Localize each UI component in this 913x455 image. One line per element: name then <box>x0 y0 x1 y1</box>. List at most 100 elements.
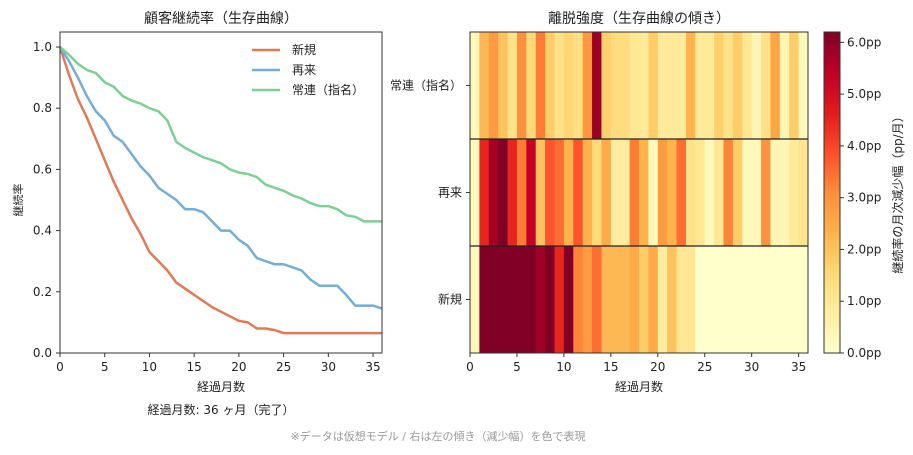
heatmap-cell <box>516 139 527 246</box>
heatmap-cell <box>789 139 800 246</box>
heatmap-cell <box>554 246 565 353</box>
left-x-ticks: 0 5 10 15 20 25 30 35 <box>56 353 381 374</box>
heatmap-cell <box>667 139 677 246</box>
heatmap-cell <box>779 246 790 353</box>
heatmap-cell <box>582 32 593 139</box>
heatmap-cell <box>704 139 715 246</box>
heatmap-cell <box>610 32 621 139</box>
heatmap-cell <box>798 32 809 139</box>
series-line-1 <box>58 46 383 310</box>
heatmap-cell <box>723 32 734 139</box>
left-x-label: 経過月数 <box>197 379 245 394</box>
heatmap-cell <box>714 139 724 246</box>
heatmap-cell <box>592 32 602 139</box>
legend-label: 新規 <box>292 42 316 57</box>
heatmap-cell <box>685 246 696 353</box>
heatmap-cell <box>648 246 659 353</box>
x-tick-label: 10 <box>142 360 157 374</box>
heatmap-cell <box>657 32 668 139</box>
x-tick-label: 0 <box>466 360 474 374</box>
heatmap-cell <box>601 32 612 139</box>
heatmap-cell <box>470 139 480 246</box>
heatmap-cell <box>732 139 743 246</box>
heatmap-cell <box>470 246 480 353</box>
heatmap-cell <box>545 139 555 246</box>
heatmap-cell <box>526 139 537 246</box>
left-axes-frame <box>59 31 383 354</box>
heatmap-cell <box>479 246 490 353</box>
heatmap-cell <box>770 139 781 246</box>
heatmap-cell <box>629 139 640 246</box>
heatmap-cell <box>507 246 518 353</box>
colorbar-tick-label: 6.0pp <box>847 35 881 49</box>
colorbar-tick-label: 1.0pp <box>847 294 881 308</box>
heatmap-cell <box>732 32 743 139</box>
x-tick-label: 5 <box>513 360 521 374</box>
heatmap-cell <box>723 246 734 353</box>
heatmap-cell <box>714 246 724 353</box>
heatmap-cell <box>601 139 612 246</box>
heatmap-cell <box>742 246 753 353</box>
row-label: 再来 <box>438 186 462 200</box>
right-x-label: 経過月数 <box>615 379 663 394</box>
x-tick-label: 25 <box>276 360 291 374</box>
heatmap-cell <box>516 246 527 353</box>
heatmap-cell <box>620 139 631 246</box>
heatmap-cell <box>629 32 640 139</box>
heatmap-cell <box>573 32 584 139</box>
heatmap-cell <box>554 32 565 139</box>
heatmap-cell <box>770 32 781 139</box>
colorbar-tick-label: 2.0pp <box>847 242 881 256</box>
heatmap-cell <box>592 139 602 246</box>
heatmap-cell <box>526 246 537 353</box>
heatmap-cell <box>742 139 753 246</box>
y-tick-label: 0.4 <box>33 224 52 238</box>
heatmap-cell <box>798 246 809 353</box>
heatmap-cell <box>667 32 677 139</box>
colorbar-label: 継続率の月次減少幅（pp/月） <box>890 110 905 273</box>
heatmap-cell <box>620 246 631 353</box>
legend-label: 再来 <box>292 63 316 77</box>
heatmap-cells <box>470 32 809 353</box>
x-tick-label: 30 <box>744 360 759 374</box>
heatmap-cell <box>535 246 546 353</box>
left-y-ticks: 0.0 0.2 0.4 0.6 0.8 1.0 <box>33 40 60 360</box>
colorbar-tick-label: 4.0pp <box>847 139 881 153</box>
x-tick-label: 10 <box>556 360 571 374</box>
heatmap-cell <box>676 139 687 246</box>
heatmap-cell <box>732 246 743 353</box>
survival-chart: 顧客継続率（生存曲線） 0 5 10 15 20 25 30 35 0.00.20.40.60… <box>11 10 383 417</box>
heatmap-cell <box>770 246 781 353</box>
heatmap-cell <box>761 139 771 246</box>
heatmap-cell <box>573 139 584 246</box>
heatmap-cell <box>761 32 771 139</box>
heatmap-cell <box>685 139 696 246</box>
heatmap-cell <box>507 139 518 246</box>
heatmap-cell <box>695 246 706 353</box>
heatmap-cell <box>470 32 480 139</box>
heatmap-cell <box>742 32 753 139</box>
footer-note: ※データは仮想モデル / 右は左の傾き（減少幅）を色で表現 <box>291 429 586 443</box>
heatmap-cell <box>498 139 508 246</box>
y-tick-label: 0.6 <box>33 162 52 176</box>
x-tick-label: 0 <box>56 360 64 374</box>
heatmap-cell <box>545 246 555 353</box>
heatmap-cell <box>582 139 593 246</box>
heatmap-cell <box>488 139 499 246</box>
x-tick-label: 25 <box>697 360 712 374</box>
colorbar-ticks: 0.0pp 1.0pp 2.0pp 3.0pp 4.0pp 5.0pp 6.0pp <box>840 35 881 360</box>
heatmap-cell <box>582 246 593 353</box>
heatmap-cell <box>498 32 508 139</box>
heatmap-cell <box>563 246 574 353</box>
colorbar-tick-label: 0.0pp <box>847 346 881 360</box>
colorbar <box>823 31 841 354</box>
heatmap-cell <box>714 32 724 139</box>
x-tick-label: 5 <box>101 360 109 374</box>
heatmap-cell <box>695 32 706 139</box>
heatmap-cell <box>751 32 762 139</box>
x-tick-label: 30 <box>321 360 336 374</box>
heatmap-cell <box>779 32 790 139</box>
